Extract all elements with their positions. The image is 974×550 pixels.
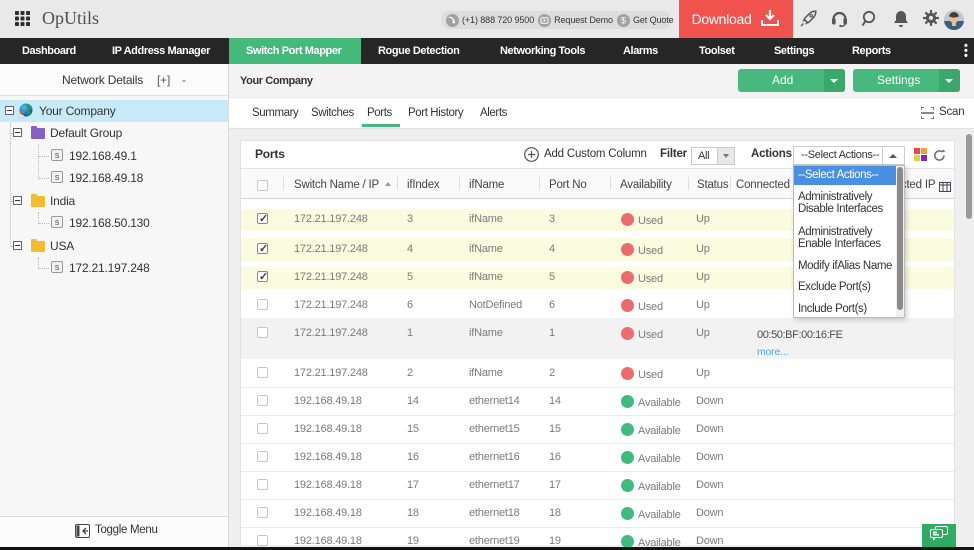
svg-text:$: $ xyxy=(621,15,626,25)
